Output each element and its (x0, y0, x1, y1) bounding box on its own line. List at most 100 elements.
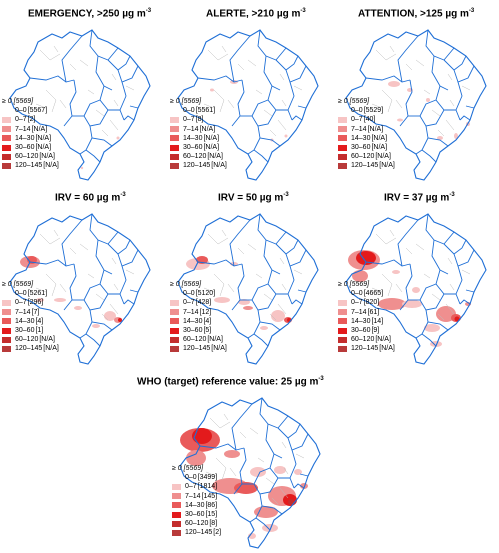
state-border (285, 249, 307, 267)
legend-swatch (2, 299, 11, 306)
state-border (365, 259, 411, 267)
exposure-patch (224, 450, 240, 458)
municipality-border (223, 413, 229, 421)
exposure-patch (294, 469, 302, 475)
legend-count: [12] (199, 308, 212, 316)
municipality-border (39, 233, 61, 245)
legend-entry: 60–120 [N/A] (170, 335, 227, 344)
legend-range: 0–0 (15, 290, 27, 298)
legend-entry: 0–0 [3499] (172, 473, 221, 482)
legend-entry: 0–0 [5261] (2, 289, 59, 298)
legend-entry: 30–60 [N/A] (170, 143, 227, 152)
legend-count: [N/A] (39, 153, 55, 161)
state-border (399, 263, 413, 311)
exposure-patch (424, 324, 440, 332)
legend-range: 30–60 (183, 143, 203, 151)
legend-count: [N/A] (43, 162, 59, 170)
brazil-map (345, 213, 487, 365)
legend-entry: 0–7 [820] (338, 298, 395, 307)
state-border (99, 85, 120, 111)
legend-range: 0–7 (183, 299, 195, 307)
legend-header: ≥ 0 [5569] (338, 98, 370, 105)
municipality-border (207, 49, 229, 61)
municipality-border (111, 73, 117, 81)
legend-entry: 60–120 [N/A] (338, 152, 395, 161)
country-border (345, 213, 487, 365)
legend-count: [8] (209, 520, 218, 528)
legend-count: [N/A] (39, 336, 55, 344)
exposure-patch (271, 310, 285, 322)
legend-swatch (170, 144, 179, 151)
municipality-border (271, 497, 279, 505)
state-border (129, 289, 139, 293)
legend-swatch (2, 144, 11, 151)
legend-count: [N/A] (31, 125, 48, 133)
legend-swatch (170, 345, 179, 352)
municipality-border (79, 59, 89, 67)
legend-count: [7] (31, 308, 40, 316)
municipality-border (87, 89, 95, 95)
municipality-border (125, 85, 135, 91)
exposure-patch (116, 136, 120, 140)
state-border (257, 125, 281, 147)
state-border (253, 137, 269, 163)
legend-range: 0–7 (351, 116, 363, 124)
municipality-border (381, 273, 393, 297)
state-border (291, 299, 303, 305)
legend-range: 0–0 (351, 290, 363, 298)
state-border (289, 449, 297, 489)
legend-swatch (170, 318, 179, 325)
exposure-patch (352, 270, 368, 282)
municipality-border (237, 247, 245, 255)
legend-count: [40] (363, 116, 376, 124)
brazil-map (9, 213, 151, 365)
legend-swatch (338, 327, 347, 334)
exposure-patch (402, 300, 422, 308)
municipality-border (381, 89, 393, 113)
state-border (421, 321, 437, 347)
state-border (419, 283, 445, 311)
legend-swatch (2, 318, 11, 325)
legend-count: [N/A] (203, 134, 220, 142)
exposure-patch (397, 118, 403, 122)
legend-range: 14–30 (185, 501, 205, 509)
panel-title-text: IRV = 50 µg m (218, 192, 284, 204)
exposure-patch (392, 270, 400, 274)
legend-swatch (172, 483, 181, 490)
state-border (83, 283, 109, 311)
municipality-border (265, 477, 275, 485)
legend-entry: 14–30 [N/A] (170, 134, 227, 143)
state-border (399, 79, 413, 127)
municipality-border (101, 129, 109, 137)
legend-swatch (2, 116, 11, 123)
state-border (129, 105, 139, 109)
exposure-patch (234, 482, 258, 494)
state-border (435, 269, 456, 295)
legend-range: 0–0 (183, 107, 195, 115)
state-border (29, 259, 75, 267)
legend-entry: 30–60 [5] (170, 326, 227, 335)
exposure-patch (104, 311, 116, 321)
municipality-border (371, 287, 383, 293)
state-border (455, 81, 463, 121)
unit-exponent: -3 (145, 8, 152, 14)
municipality-border (227, 283, 235, 293)
legend-swatch (172, 511, 181, 518)
municipality-border (269, 313, 277, 321)
legend-range: 60–120 (351, 153, 375, 161)
state-border (425, 125, 449, 147)
legend-swatch (172, 520, 181, 527)
municipality-border (213, 89, 225, 113)
state-border (291, 115, 303, 121)
legend-swatch (170, 153, 179, 160)
state-border (267, 85, 288, 111)
legend-entry: 7–14 [61] (338, 308, 395, 317)
legend-range: 30–60 (15, 326, 35, 334)
municipality-border (281, 441, 287, 449)
state-border (251, 283, 277, 311)
legend-range: 14–30 (351, 134, 371, 142)
legend-entry: 30–60 [15] (172, 510, 221, 519)
legend-count: [5561] (195, 107, 216, 115)
state-border (197, 75, 243, 83)
legend-count: [61] (367, 308, 380, 316)
